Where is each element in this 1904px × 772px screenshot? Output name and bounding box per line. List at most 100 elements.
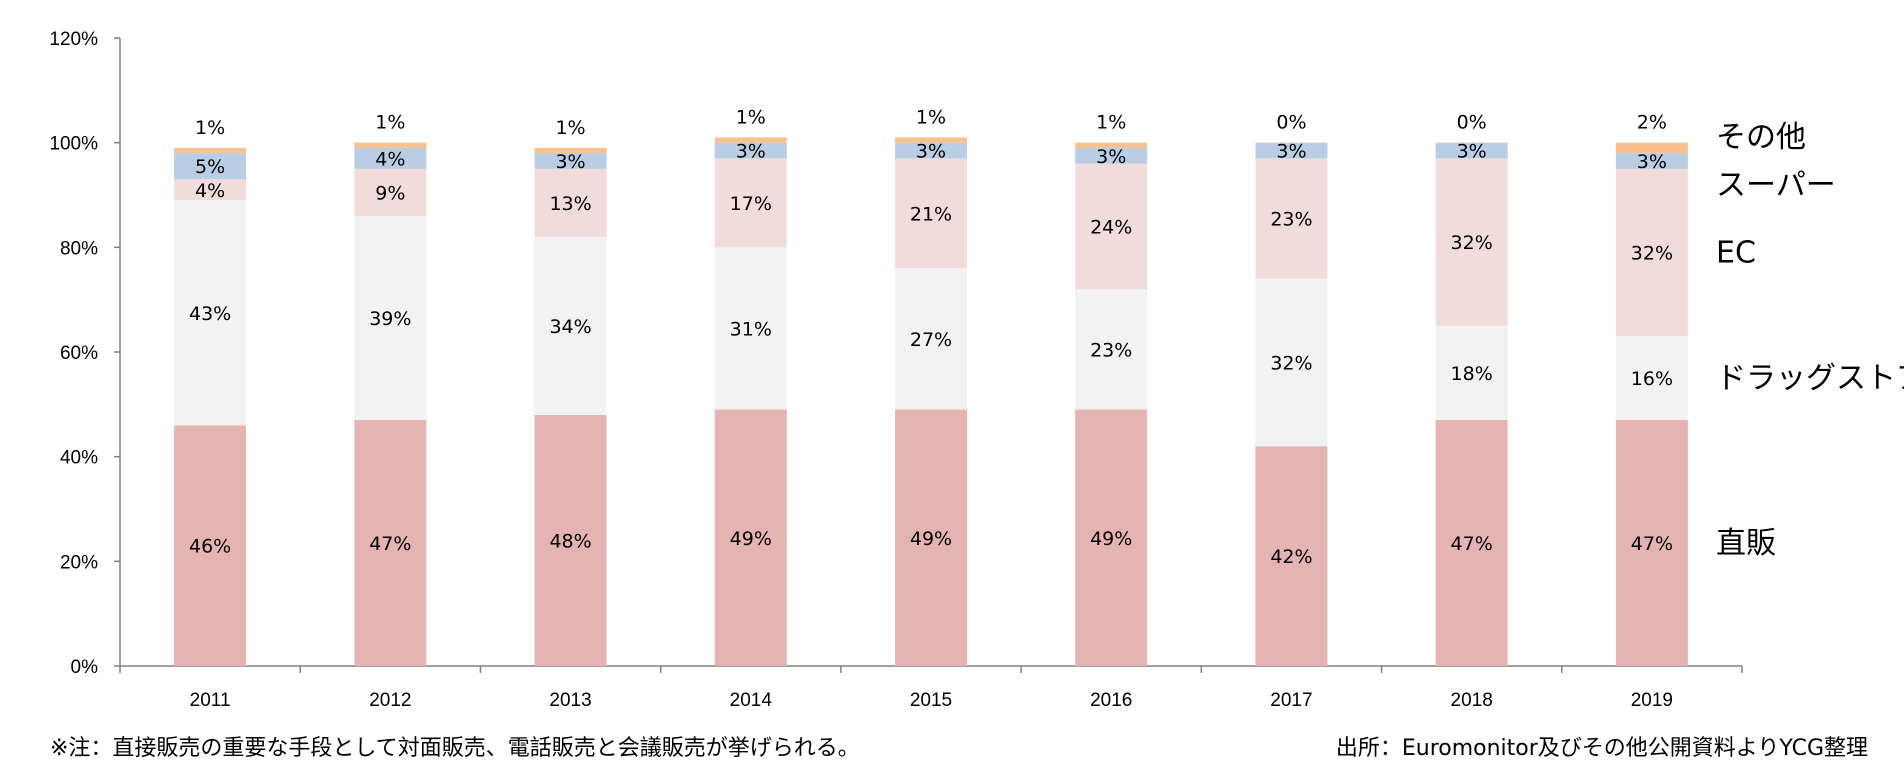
data-label: 42% bbox=[1270, 546, 1312, 568]
bar-segment bbox=[354, 168, 427, 216]
data-label: 1% bbox=[195, 117, 225, 139]
data-label: 49% bbox=[730, 528, 772, 550]
bar-segment bbox=[1615, 168, 1688, 337]
bar-segment bbox=[1615, 142, 1688, 154]
bar-segment bbox=[174, 425, 247, 666]
bar-segment bbox=[1435, 420, 1508, 666]
legend-label: その他 bbox=[1716, 120, 1806, 155]
bar-segment bbox=[714, 247, 787, 410]
y-tick-label: 80% bbox=[60, 238, 98, 259]
bar-segment bbox=[354, 215, 427, 421]
data-label: 3% bbox=[916, 141, 946, 163]
legend-label: ドラッグストア bbox=[1716, 361, 1904, 396]
data-label: 49% bbox=[1090, 528, 1132, 550]
data-label: 1% bbox=[916, 106, 946, 128]
bar-segment bbox=[895, 137, 967, 143]
y-tick-label: 0% bbox=[71, 657, 99, 678]
data-label: 46% bbox=[189, 536, 231, 558]
bar-segment bbox=[1255, 142, 1328, 159]
y-tick-label: 20% bbox=[60, 552, 98, 573]
bar-segment bbox=[1435, 142, 1508, 159]
data-label: 23% bbox=[1090, 339, 1132, 361]
data-label: 1% bbox=[736, 106, 766, 128]
x-tick-label: 2015 bbox=[910, 690, 952, 711]
bar-segment bbox=[174, 179, 247, 201]
bar-segment bbox=[174, 147, 247, 154]
data-label: 31% bbox=[730, 318, 772, 340]
data-label: 23% bbox=[1270, 209, 1312, 231]
data-label: 3% bbox=[1637, 151, 1667, 173]
bar-segment bbox=[714, 158, 787, 248]
legend-label: EC bbox=[1716, 236, 1756, 271]
bar-segment bbox=[354, 147, 427, 169]
footnote: ※注：直接販売の重要な手段として対面販売、電話販売と会議販売が挙げられる。 bbox=[50, 736, 860, 761]
data-label: 1% bbox=[375, 112, 405, 134]
bar-segment bbox=[534, 153, 607, 169]
bar-segment bbox=[534, 168, 607, 237]
bar-segment bbox=[534, 147, 607, 154]
y-tick-label: 120% bbox=[49, 29, 98, 50]
data-label: 48% bbox=[549, 530, 591, 552]
bar-segment bbox=[714, 142, 787, 159]
x-tick-label: 2018 bbox=[1451, 690, 1493, 711]
data-label: 32% bbox=[1270, 352, 1312, 374]
data-label: 18% bbox=[1451, 363, 1493, 385]
bar-segment bbox=[354, 420, 427, 666]
bar-segment bbox=[534, 414, 607, 666]
data-label: 3% bbox=[1457, 141, 1487, 163]
bar-segment bbox=[1255, 446, 1328, 666]
data-label: 13% bbox=[549, 193, 591, 215]
data-label: 0% bbox=[1276, 112, 1306, 134]
data-label: 32% bbox=[1451, 232, 1493, 254]
x-tick-label: 2011 bbox=[190, 690, 231, 711]
bar-segment bbox=[1255, 278, 1328, 447]
y-tick-label: 60% bbox=[60, 343, 98, 364]
bar-segment bbox=[1075, 409, 1148, 666]
y-tick-label: 40% bbox=[60, 448, 98, 469]
bar-segment bbox=[1075, 142, 1148, 148]
bar-segment bbox=[1615, 153, 1688, 169]
legend-label: 直販 bbox=[1716, 526, 1776, 561]
data-label: 3% bbox=[1096, 146, 1126, 168]
data-label: 0% bbox=[1457, 112, 1487, 134]
bar-segment bbox=[1075, 147, 1148, 164]
x-tick-label: 2014 bbox=[730, 690, 773, 711]
bar-segment bbox=[895, 409, 967, 666]
data-label: 21% bbox=[910, 203, 952, 225]
bar-segment bbox=[534, 236, 607, 415]
bar-segment bbox=[1255, 158, 1328, 279]
x-tick-label: 2017 bbox=[1270, 690, 1312, 711]
data-label: 3% bbox=[1276, 141, 1306, 163]
data-label: 16% bbox=[1631, 368, 1673, 390]
bar-segment bbox=[714, 137, 787, 143]
bar-segment bbox=[174, 153, 247, 180]
data-label: 24% bbox=[1090, 216, 1132, 238]
data-label: 2% bbox=[1637, 112, 1667, 134]
data-label: 27% bbox=[910, 329, 952, 351]
data-label: 1% bbox=[1096, 112, 1126, 134]
x-tick-label: 2019 bbox=[1631, 690, 1673, 711]
stacked-bar-chart: 0% 20% 40% 60% 80% 100% 120% 2011 2012 2013 2014 20… bbox=[49, 29, 1904, 711]
bar-segment bbox=[1615, 420, 1688, 666]
data-label: 32% bbox=[1631, 243, 1673, 265]
data-label: 47% bbox=[1631, 533, 1673, 555]
bar-segment bbox=[895, 268, 967, 410]
bar-segment bbox=[1075, 289, 1148, 410]
data-label: 47% bbox=[1451, 533, 1493, 555]
bar-segment bbox=[1435, 158, 1508, 326]
data-label: 4% bbox=[375, 148, 405, 170]
bar-segment bbox=[354, 142, 427, 148]
y-tick-label: 100% bbox=[49, 134, 98, 155]
x-tick-label: 2012 bbox=[369, 690, 411, 711]
bar-segment bbox=[895, 142, 967, 159]
source-note: 出所：Euromonitor及びその他公開資料よりYCG整理 bbox=[1335, 736, 1868, 761]
bar-segment bbox=[895, 158, 967, 269]
legend-label: スーパー bbox=[1716, 168, 1836, 203]
data-label: 3% bbox=[555, 151, 585, 173]
data-label: 3% bbox=[736, 141, 766, 163]
data-label: 5% bbox=[195, 156, 225, 178]
data-label: 4% bbox=[195, 180, 225, 202]
data-label: 17% bbox=[730, 193, 772, 215]
x-tick-label: 2016 bbox=[1090, 690, 1132, 711]
bar-segment bbox=[714, 409, 787, 666]
